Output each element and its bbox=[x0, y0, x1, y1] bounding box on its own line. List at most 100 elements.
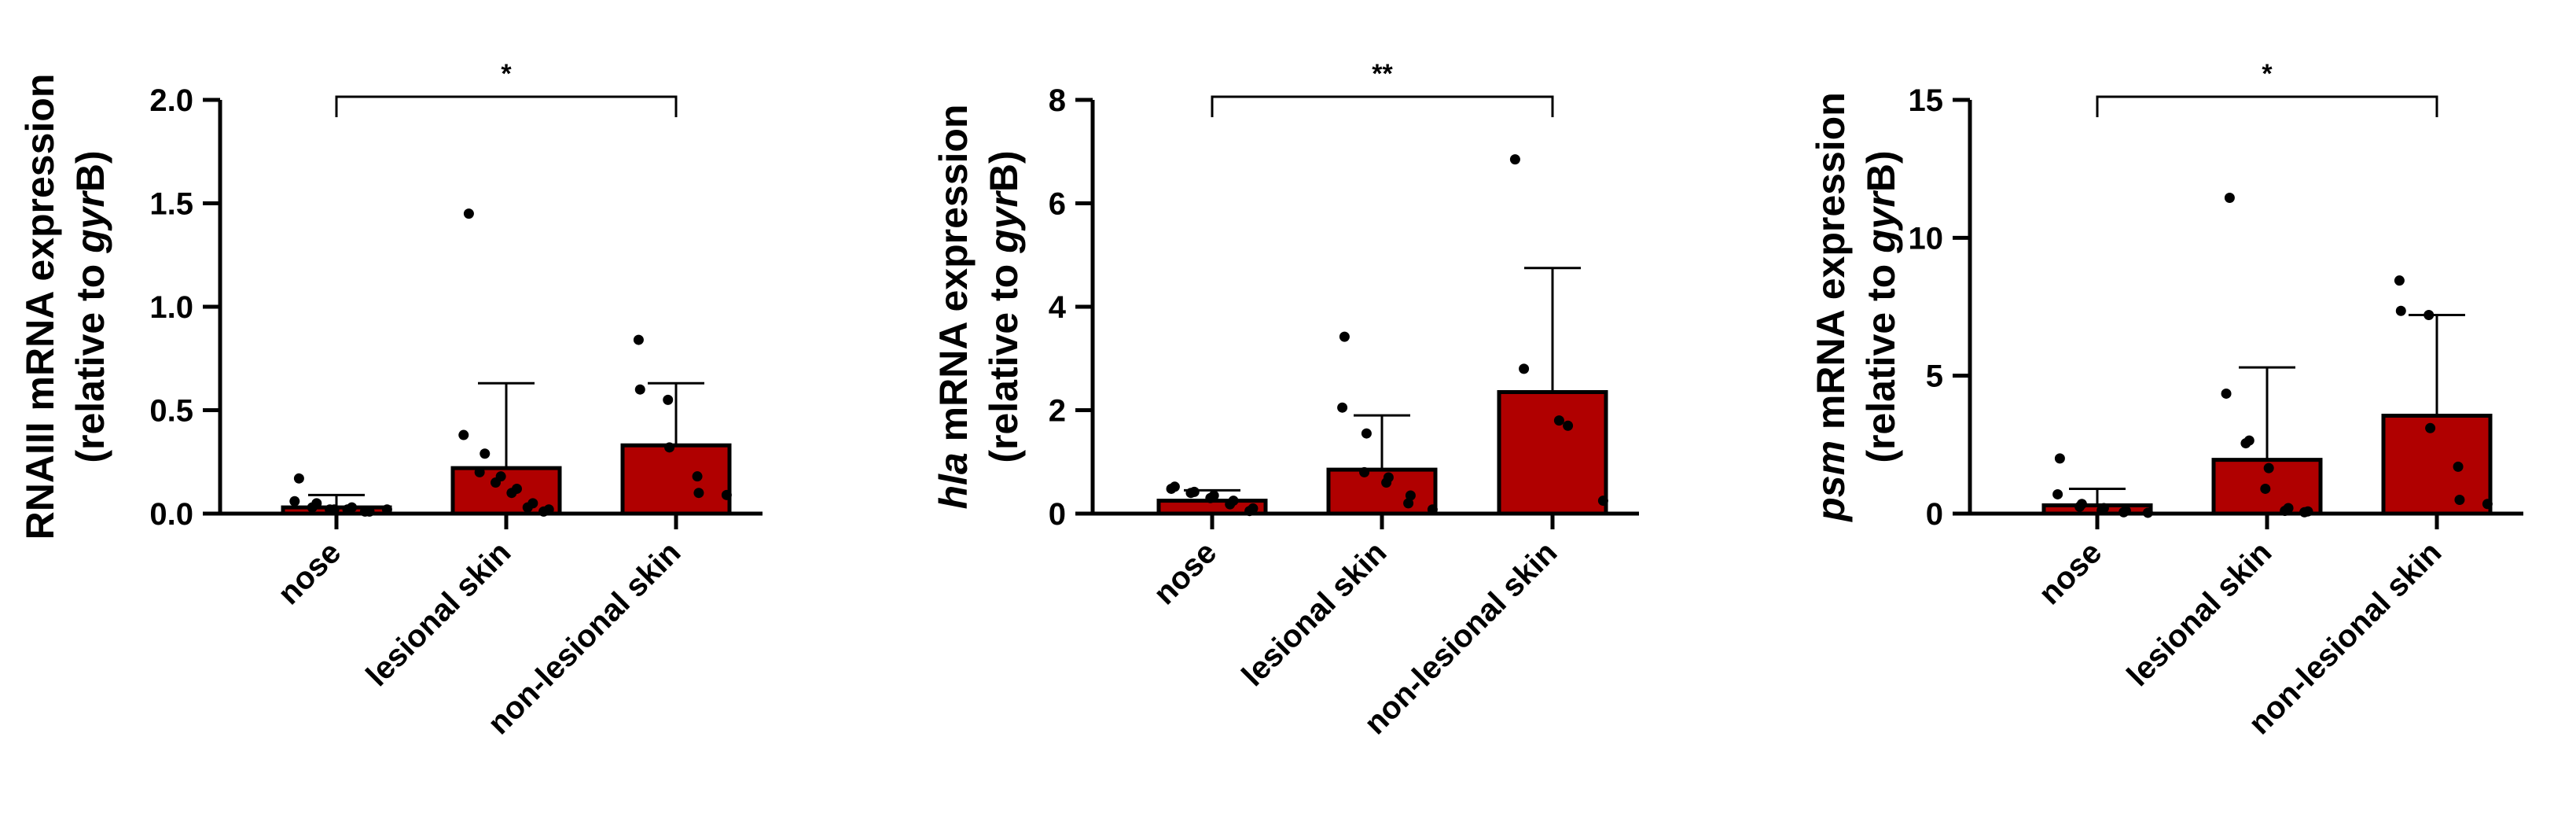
y-tick-label: 4 bbox=[1049, 290, 1067, 325]
y-tick-label: 1.0 bbox=[149, 290, 193, 325]
data-point bbox=[2054, 453, 2065, 464]
data-point bbox=[1405, 490, 1416, 501]
y-axis-label-line2-part: (relative to bbox=[1859, 253, 1903, 463]
y-axis-label-part: hla bbox=[932, 452, 976, 509]
data-point bbox=[463, 208, 474, 219]
y-tick-label: 0.5 bbox=[149, 394, 193, 429]
y-axis-label-line2-part: B) bbox=[982, 150, 1026, 192]
significance-bracket bbox=[2096, 95, 2438, 117]
data-point bbox=[2453, 461, 2464, 472]
data-point bbox=[293, 473, 304, 484]
y-axis-label-line2-part: gyr bbox=[982, 190, 1026, 254]
data-point bbox=[693, 488, 704, 499]
x-tick-label: non-lesional skin bbox=[481, 535, 687, 741]
y-axis-label-line2-part: gyr bbox=[68, 190, 112, 254]
y-tick-label: 1.5 bbox=[149, 187, 193, 222]
data-point bbox=[1244, 506, 1255, 517]
data-point bbox=[2074, 501, 2085, 512]
data-point bbox=[491, 477, 502, 488]
data-point bbox=[1509, 154, 1520, 165]
data-point bbox=[1563, 420, 1574, 431]
data-point bbox=[2482, 499, 2493, 510]
significance-label: ** bbox=[1372, 59, 1393, 89]
y-tick-label: 0 bbox=[1049, 497, 1066, 532]
data-point bbox=[1427, 504, 1438, 515]
y-tick-label: 10 bbox=[1909, 221, 1944, 256]
data-point bbox=[289, 496, 300, 507]
data-point bbox=[1403, 498, 1414, 509]
x-tick-label: lesional skin bbox=[1235, 535, 1393, 693]
data-point bbox=[474, 466, 485, 477]
y-tick-label: 8 bbox=[1049, 83, 1066, 118]
data-point bbox=[692, 471, 703, 482]
y-axis-label-line2-part: (relative to bbox=[982, 253, 1026, 463]
data-point bbox=[359, 506, 370, 517]
data-point bbox=[634, 384, 645, 395]
data-point bbox=[2142, 507, 2153, 518]
data-point bbox=[522, 502, 533, 513]
data-point bbox=[633, 334, 644, 345]
bar bbox=[1497, 389, 1608, 516]
y-axis-label-line2-part: (relative to bbox=[68, 253, 112, 463]
y-axis-label-line2-part: B) bbox=[1859, 150, 1903, 192]
data-point bbox=[2425, 422, 2436, 433]
data-point bbox=[2299, 507, 2310, 518]
data-point bbox=[381, 504, 392, 515]
x-tick-label: non-lesional skin bbox=[2242, 535, 2448, 741]
y-axis-label-part: mRNA expression bbox=[932, 105, 976, 453]
data-point bbox=[307, 502, 318, 513]
y-axis-label: hla mRNA expression bbox=[932, 105, 976, 510]
data-point bbox=[506, 488, 517, 499]
data-point bbox=[1519, 363, 1530, 374]
data-point bbox=[2221, 388, 2232, 399]
y-tick-label: 15 bbox=[1909, 83, 1944, 118]
significance-bracket bbox=[335, 95, 678, 117]
data-point bbox=[1185, 488, 1196, 499]
y-axis-label-line2: (relative to gyrB) bbox=[68, 150, 112, 462]
significance-label: * bbox=[501, 59, 512, 89]
data-point bbox=[342, 504, 353, 515]
data-point bbox=[1553, 415, 1564, 426]
y-axis-label-part: RNAIII mRNA expression bbox=[18, 74, 62, 540]
y-tick-label: 0.0 bbox=[149, 497, 193, 532]
data-point bbox=[325, 504, 336, 515]
y-axis-label-part: mRNA expression bbox=[1809, 92, 1853, 440]
x-tick-label: lesional skin bbox=[359, 535, 517, 693]
significance-label: * bbox=[2262, 59, 2273, 89]
data-point bbox=[1337, 402, 1348, 413]
data-point bbox=[2052, 488, 2063, 499]
data-point bbox=[1166, 483, 1177, 494]
data-point bbox=[1225, 499, 1236, 510]
significance-bracket bbox=[1211, 95, 1554, 117]
y-axis-label-line2: (relative to gyrB) bbox=[982, 150, 1026, 462]
bar bbox=[1326, 467, 1438, 516]
y-axis-label-line2-part: B) bbox=[68, 150, 112, 192]
y-tick-label: 2 bbox=[1049, 394, 1066, 429]
data-point bbox=[458, 429, 469, 440]
x-tick-label: nose bbox=[2032, 535, 2108, 611]
x-tick-label: nose bbox=[1147, 535, 1223, 611]
data-point bbox=[2260, 483, 2271, 494]
x-tick-label: non-lesional skin bbox=[1358, 535, 1564, 741]
y-axis-label-part: psm bbox=[1809, 440, 1853, 523]
data-point bbox=[2240, 438, 2251, 449]
data-point bbox=[2394, 275, 2405, 286]
chart-panel-1: 0.0 0.5 1.0 1.5 2.0 nose lesional skinnon-lesi… bbox=[18, 59, 763, 741]
data-point bbox=[2423, 310, 2435, 321]
y-axis-label-line2-part: gyr bbox=[1859, 190, 1903, 254]
data-point bbox=[2280, 505, 2291, 516]
y-tick-label: 6 bbox=[1049, 187, 1066, 222]
data-point bbox=[480, 448, 491, 459]
data-point bbox=[2395, 305, 2406, 316]
y-tick-label: 5 bbox=[1926, 359, 1943, 394]
data-point bbox=[2224, 192, 2235, 203]
y-axis-label: RNAIII mRNA expression bbox=[18, 74, 62, 540]
data-point bbox=[2263, 462, 2274, 473]
bar bbox=[620, 443, 732, 516]
data-point bbox=[664, 442, 675, 453]
data-point bbox=[663, 394, 674, 405]
data-point bbox=[1597, 496, 1608, 507]
data-point bbox=[2118, 507, 2130, 518]
